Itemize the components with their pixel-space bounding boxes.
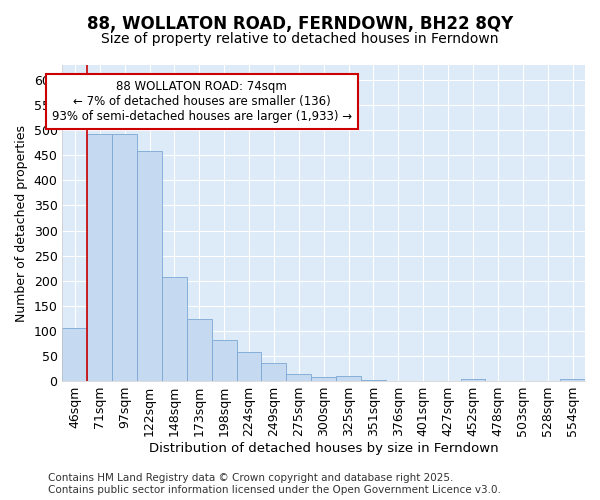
Bar [386,380,411,381]
Bar [212,340,236,381]
Bar [361,380,386,381]
Text: 88 WOLLATON ROAD: 74sqm
← 7% of detached houses are smaller (136)
93% of semi-de: 88 WOLLATON ROAD: 74sqm ← 7% of detached… [52,80,352,123]
Text: Size of property relative to detached houses in Ferndown: Size of property relative to detached ho… [101,32,499,46]
Bar [311,376,336,381]
Text: Contains HM Land Registry data © Crown copyright and database right 2025.
Contai: Contains HM Land Registry data © Crown c… [48,474,501,495]
Bar [88,134,112,381]
Bar [112,134,137,381]
Y-axis label: Number of detached properties: Number of detached properties [15,124,28,322]
Bar [461,378,485,381]
Bar [62,328,88,381]
Bar [236,352,262,381]
Bar [262,362,286,381]
Bar [560,378,585,381]
X-axis label: Distribution of detached houses by size in Ferndown: Distribution of detached houses by size … [149,442,499,455]
Bar [137,152,162,381]
Bar [187,320,212,381]
Bar [162,277,187,381]
Text: 88, WOLLATON ROAD, FERNDOWN, BH22 8QY: 88, WOLLATON ROAD, FERNDOWN, BH22 8QY [87,15,513,33]
Bar [336,376,361,381]
Bar [286,374,311,381]
